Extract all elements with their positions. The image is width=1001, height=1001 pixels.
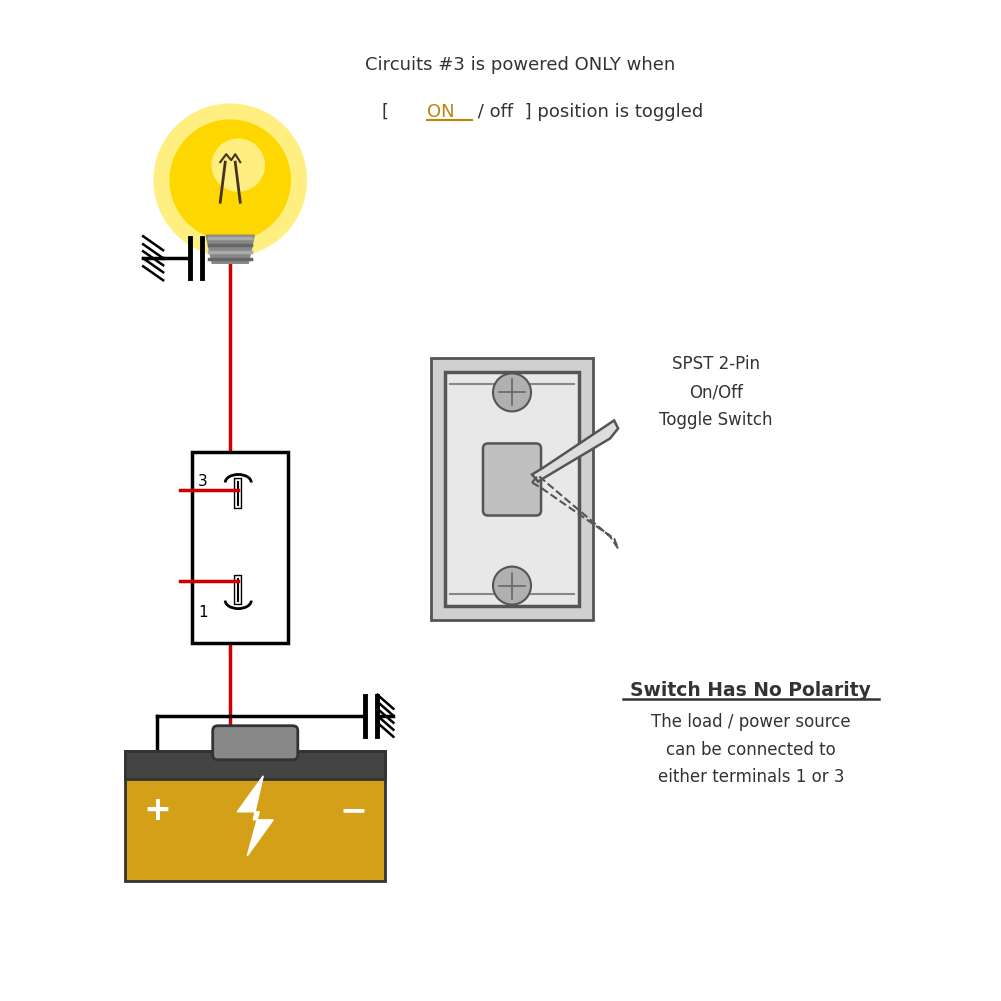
Bar — [125, 751, 385, 779]
Text: / off  ] position is toggled: / off ] position is toggled — [472, 103, 704, 121]
Text: +: + — [143, 795, 171, 827]
FancyBboxPatch shape — [483, 443, 542, 516]
Circle shape — [493, 373, 532, 411]
Text: Circuits #3 is powered ONLY when: Circuits #3 is powered ONLY when — [365, 56, 676, 74]
Bar — [192, 452, 288, 643]
FancyBboxPatch shape — [212, 726, 298, 760]
Circle shape — [170, 120, 290, 240]
Polygon shape — [237, 776, 273, 856]
Bar — [445, 372, 579, 606]
Circle shape — [493, 567, 532, 605]
Text: [: [ — [382, 103, 400, 121]
Polygon shape — [533, 420, 619, 481]
Text: −: − — [339, 795, 367, 827]
Text: 1: 1 — [198, 605, 208, 620]
Text: SPST 2-Pin
On/Off
Toggle Switch: SPST 2-Pin On/Off Toggle Switch — [659, 355, 773, 429]
Text: The load / power source
can be connected to
either terminals 1 or 3: The load / power source can be connected… — [651, 713, 851, 787]
Polygon shape — [206, 235, 254, 263]
Text: 3: 3 — [198, 474, 208, 489]
Bar — [125, 751, 385, 881]
Text: ON: ON — [427, 103, 455, 121]
Bar — [431, 358, 593, 620]
Text: Switch Has No Polarity: Switch Has No Polarity — [631, 681, 871, 700]
Circle shape — [212, 139, 264, 191]
Circle shape — [154, 104, 306, 256]
